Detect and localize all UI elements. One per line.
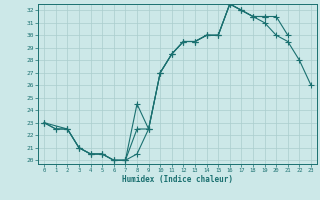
- X-axis label: Humidex (Indice chaleur): Humidex (Indice chaleur): [122, 175, 233, 184]
